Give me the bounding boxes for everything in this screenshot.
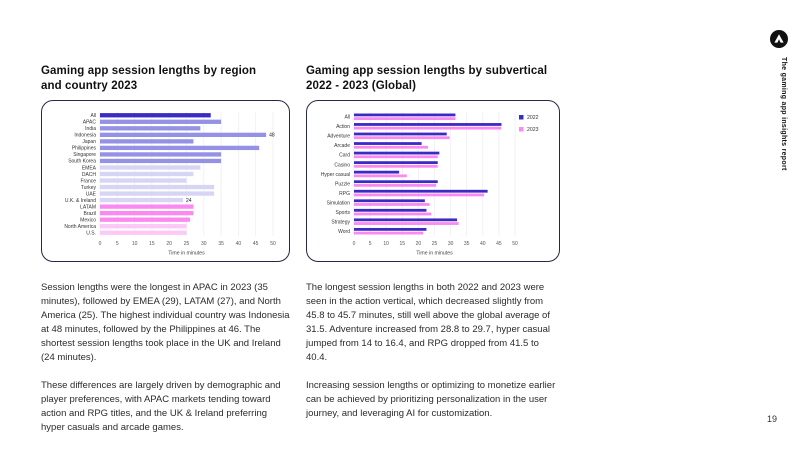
svg-text:50: 50 (270, 241, 276, 247)
svg-text:Singapore: Singapore (73, 152, 96, 158)
svg-text:45: 45 (496, 241, 502, 247)
region-body-text: Session lengths were the longest in APAC… (41, 281, 290, 435)
svg-text:5: 5 (368, 241, 371, 247)
svg-text:50: 50 (512, 241, 518, 247)
subvertical-title-line1: Gaming app session lengths by subvertica… (306, 65, 548, 77)
subvertical-chart-card: 0 5 10 15 20 25 30 35 40 45 50 Time in minutes All Ac… (306, 100, 560, 262)
svg-text:Arcade: Arcade (334, 143, 350, 149)
svg-text:40: 40 (480, 241, 486, 247)
svg-text:Word: Word (338, 229, 350, 235)
svg-text:Simulation: Simulation (326, 200, 350, 206)
svg-text:Adventure: Adventure (327, 134, 350, 140)
svg-text:South Korea: South Korea (68, 159, 96, 165)
svg-text:DACH: DACH (81, 172, 96, 178)
svg-text:All: All (90, 113, 96, 119)
svg-text:40: 40 (235, 241, 241, 247)
subvertical-chart-title: Gaming app session lengths by subvertica… (306, 64, 547, 94)
svg-text:India: India (85, 126, 96, 132)
region-bar-chart: 0 5 10 15 20 25 30 35 40 45 50 Time in minutes AllAP… (64, 112, 276, 257)
svg-text:24: 24 (186, 198, 192, 204)
svg-text:0: 0 (98, 241, 101, 247)
svg-text:20: 20 (166, 241, 172, 247)
svg-text:48: 48 (269, 133, 275, 139)
svg-text:EMEA: EMEA (81, 165, 96, 171)
svg-text:Time in minutes: Time in minutes (416, 251, 453, 257)
svg-text:Mexico: Mexico (80, 217, 96, 223)
svg-text:2023: 2023 (527, 127, 539, 133)
svg-text:UAE: UAE (85, 191, 96, 197)
svg-text:RPG: RPG (339, 191, 350, 197)
svg-text:Sports: Sports (335, 210, 350, 216)
svg-text:10: 10 (383, 241, 389, 247)
svg-text:15: 15 (399, 241, 405, 247)
svg-text:LATAM: LATAM (80, 204, 96, 210)
region-title-line1: Gaming app session lengths by region (41, 65, 257, 77)
appsflyer-logo-icon (770, 30, 788, 48)
svg-text:All: All (344, 115, 350, 121)
region-chart-card: 0 5 10 15 20 25 30 35 40 45 50 Time in minutes All AP… (41, 100, 290, 262)
svg-text:Puzzle: Puzzle (334, 181, 349, 187)
subvertical-bar-chart: 0 5 10 15 20 25 30 35 40 45 50 Time in minutes All Ac… (320, 112, 539, 257)
report-title-vertical: The gaming app insights report (780, 57, 787, 171)
svg-text:5: 5 (115, 241, 118, 247)
svg-text:North America: North America (64, 224, 96, 230)
svg-text:30: 30 (201, 241, 207, 247)
page-number: 19 (766, 414, 777, 424)
subvertical-body-text: The longest session lengths in both 2022… (306, 281, 560, 421)
svg-text:10: 10 (131, 241, 137, 247)
svg-text:25: 25 (183, 241, 189, 247)
sidebar: The gaming app insights report (760, 0, 800, 450)
svg-text:Time in minutes: Time in minutes (168, 251, 205, 257)
svg-text:0: 0 (352, 241, 355, 247)
region-chart-title: Gaming app session lengths by region and … (41, 64, 256, 94)
svg-text:35: 35 (218, 241, 224, 247)
svg-text:Card: Card (339, 153, 350, 159)
svg-text:25: 25 (431, 241, 437, 247)
region-paragraph-2: These differences are largely driven by … (41, 380, 281, 433)
region-title-line2: and country 2023 (41, 79, 138, 92)
svg-text:Action: Action (336, 124, 350, 130)
subvertical-title-line2: 2022 - 2023 (Global) (306, 79, 417, 92)
svg-text:15: 15 (149, 241, 155, 247)
svg-text:Strategy: Strategy (331, 219, 350, 225)
svg-text:30: 30 (447, 241, 453, 247)
svg-text:Indonesia: Indonesia (74, 133, 96, 139)
svg-text:Japan: Japan (82, 139, 96, 145)
svg-text:Turkey: Turkey (80, 185, 96, 191)
svg-text:20: 20 (415, 241, 421, 247)
svg-text:2022: 2022 (527, 115, 539, 121)
svg-text:U.S.: U.S. (86, 231, 96, 237)
subvertical-paragraph-2: Increasing session lengths or optimizing… (306, 380, 556, 419)
svg-text:APAC: APAC (82, 120, 96, 126)
svg-text:35: 35 (463, 241, 469, 247)
svg-text:U.K. & Ireland: U.K. & Ireland (64, 198, 95, 204)
svg-text:Brazil: Brazil (83, 211, 96, 217)
svg-text:Hyper casual: Hyper casual (320, 172, 349, 178)
svg-text:Philippines: Philippines (71, 146, 96, 152)
svg-text:45: 45 (252, 241, 258, 247)
region-paragraph-1: Session lengths were the longest in APAC… (41, 282, 290, 363)
svg-text:Casino: Casino (334, 162, 350, 168)
svg-text:France: France (80, 178, 96, 184)
subvertical-paragraph-1: The longest session lengths in both 2022… (306, 282, 550, 363)
